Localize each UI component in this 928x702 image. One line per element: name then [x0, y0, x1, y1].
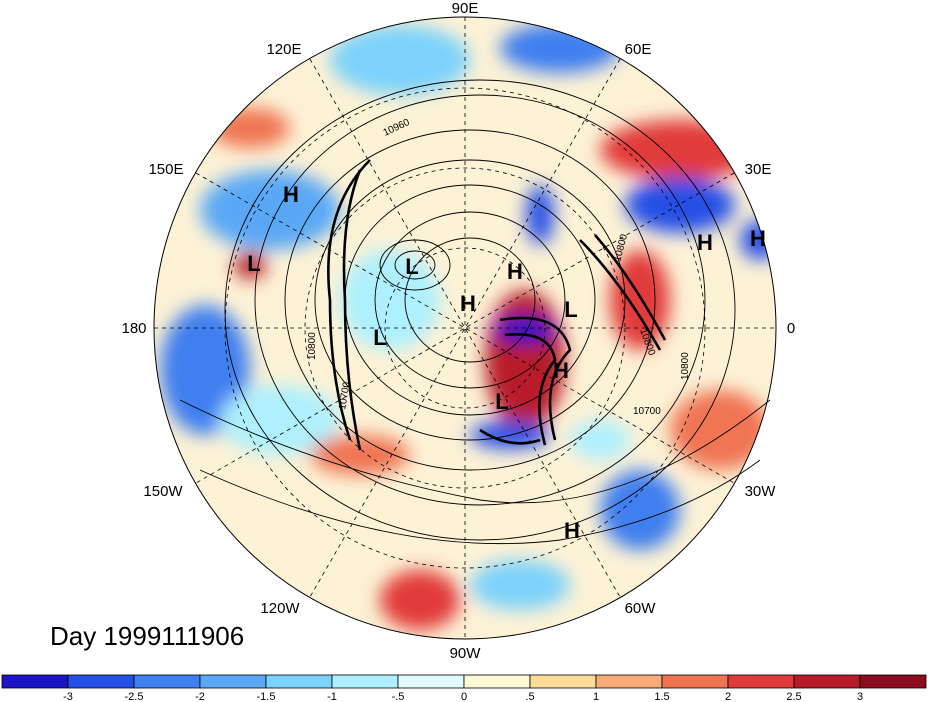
colorbar-tick-label: 1 [593, 691, 599, 702]
colorbar-box [463, 674, 531, 689]
lon-label-120e: 120E [266, 41, 301, 58]
colorbar-box [67, 674, 135, 689]
colorbar-box [595, 674, 663, 689]
colorbar-box [727, 674, 795, 689]
lon-label-30e: 30E [745, 161, 772, 178]
high-marker: H [553, 358, 569, 383]
colorbar-box [793, 674, 861, 689]
lon-label-90w: 90W [450, 645, 482, 662]
date-label: Day 1999111906 [50, 621, 244, 651]
colorbar-tick-label: -.5 [392, 691, 405, 702]
colorbar-tick-label: .5 [525, 691, 534, 702]
colorbar-tick-label: 3 [857, 691, 863, 702]
colorbar-tick-label: 2.5 [786, 691, 801, 702]
longitude-labels: 90E 60E 30E 0 30W 60W 90W 120W 150W 180 … [121, 0, 795, 662]
pressure-system-markers: H H L L H H L L H L H H [247, 182, 766, 543]
contour-label: 10800 [307, 332, 318, 360]
colorbar-tick-label: -1.5 [257, 691, 276, 702]
low-marker: L [373, 325, 386, 350]
lon-label-120w: 120W [260, 600, 300, 617]
high-marker: H [750, 226, 766, 251]
lon-label-90e: 90E [452, 0, 479, 17]
colorbar-tick-label: 0 [461, 691, 467, 702]
colorbar-box [1, 674, 69, 689]
colorbar-tick-label: 1.5 [654, 691, 669, 702]
lon-label-60e: 60E [625, 41, 652, 58]
low-marker: L [405, 254, 418, 279]
low-marker: L [564, 297, 577, 322]
lon-label-0: 0 [787, 320, 795, 337]
high-marker: H [507, 259, 523, 284]
high-marker: H [564, 518, 580, 543]
colorbar: -3 -2.5 -2 -1.5 -1 -.5 0 .5 1 1.5 2 2.5 3 [1, 674, 927, 702]
contour-label: 10700 [337, 381, 353, 411]
colorbar-tick-label: -1 [327, 691, 337, 702]
colorbar-box [661, 674, 729, 689]
high-marker: H [697, 230, 713, 255]
lon-label-150w: 150W [143, 483, 183, 500]
colorbar-box [265, 674, 333, 689]
colorbar-tick-label: -2.5 [125, 691, 144, 702]
low-marker: L [247, 251, 260, 276]
height-contours [179, 79, 771, 545]
colorbar-box [331, 674, 399, 689]
contour-label: 10700 [633, 406, 661, 417]
colorbar-tick-label: -2 [195, 691, 205, 702]
lon-label-180: 180 [121, 320, 146, 337]
colorbar-tick-label: -3 [63, 691, 73, 702]
lon-label-30w: 30W [745, 483, 777, 500]
high-marker: H [283, 182, 299, 207]
colorbar-box [529, 674, 597, 689]
lon-label-150e: 150E [148, 161, 183, 178]
contour-label: 10800 [680, 352, 691, 380]
colorbar-box [199, 674, 267, 689]
anomaly-field [154, 17, 776, 639]
colorbar-box [133, 674, 201, 689]
lon-label-60w: 60W [625, 600, 657, 617]
low-marker: L [495, 389, 508, 414]
colorbar-box [397, 674, 465, 689]
colorbar-box [859, 674, 927, 689]
graticule [154, 17, 776, 639]
colorbar-tick-label: 2 [725, 691, 731, 702]
high-marker: H [460, 291, 476, 316]
